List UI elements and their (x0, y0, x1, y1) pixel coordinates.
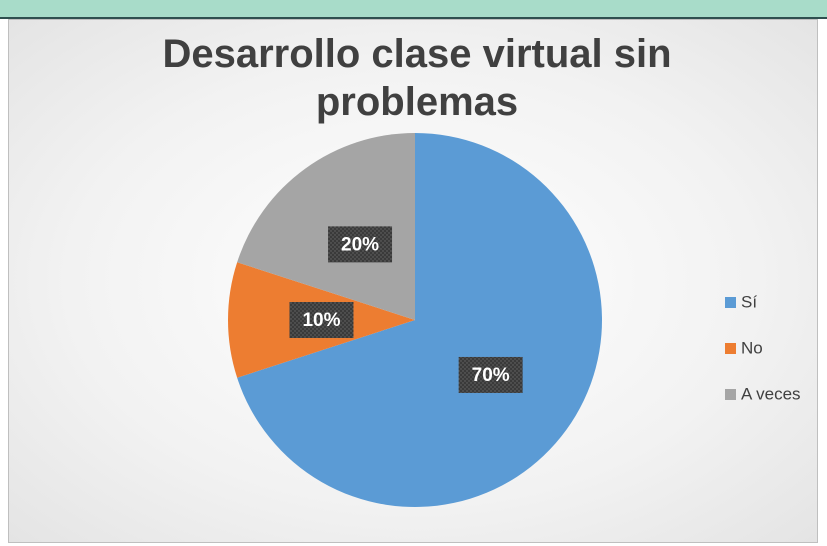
chart-title: Desarrollo clase virtual sin problemas (162, 32, 672, 124)
legend-swatch (725, 389, 736, 400)
legend-label: Sí (741, 292, 757, 311)
legend-label: No (741, 338, 763, 357)
data-label: 10% (302, 310, 340, 331)
legend-swatch (725, 343, 736, 354)
pie-slice (237, 133, 415, 320)
legend-label: A veces (741, 384, 801, 403)
label-box (289, 302, 354, 338)
label-box (328, 226, 393, 263)
legend-swatch (725, 297, 736, 308)
label-box (458, 356, 523, 393)
pie-slice (237, 133, 602, 507)
data-label: 20% (341, 234, 379, 255)
top-bar (0, 0, 827, 19)
data-label: 70% (472, 365, 510, 386)
